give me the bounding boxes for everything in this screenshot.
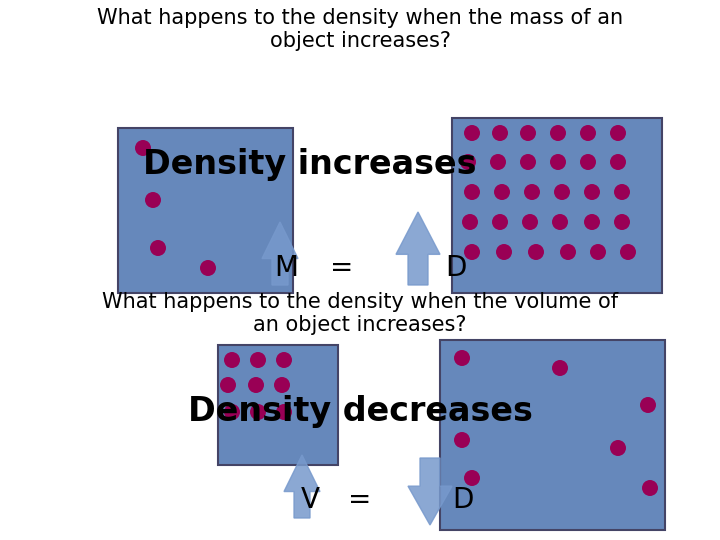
Circle shape	[528, 244, 544, 260]
Circle shape	[145, 192, 161, 208]
Circle shape	[464, 125, 480, 141]
Text: What happens to the density when the volume of
an object increases?: What happens to the density when the vol…	[102, 292, 618, 335]
Text: V: V	[301, 486, 320, 514]
Circle shape	[642, 480, 658, 496]
Circle shape	[552, 360, 568, 376]
Circle shape	[552, 214, 568, 230]
Circle shape	[220, 377, 236, 393]
Circle shape	[590, 244, 606, 260]
Circle shape	[490, 154, 506, 170]
Circle shape	[492, 214, 508, 230]
Circle shape	[496, 244, 512, 260]
Text: Density increases: Density increases	[143, 148, 477, 181]
Bar	[440, 340, 665, 530]
Circle shape	[250, 404, 266, 420]
Circle shape	[464, 184, 480, 200]
Circle shape	[464, 470, 480, 486]
Circle shape	[460, 154, 476, 170]
Circle shape	[248, 377, 264, 393]
Circle shape	[250, 352, 266, 368]
Circle shape	[550, 154, 566, 170]
Circle shape	[524, 184, 540, 200]
Circle shape	[454, 432, 470, 448]
Circle shape	[200, 260, 216, 276]
Circle shape	[494, 184, 510, 200]
Circle shape	[620, 244, 636, 260]
Circle shape	[454, 350, 470, 366]
Circle shape	[462, 214, 478, 230]
Circle shape	[520, 154, 536, 170]
Circle shape	[580, 154, 596, 170]
Circle shape	[614, 184, 630, 200]
Circle shape	[135, 140, 151, 156]
Bar	[118, 128, 293, 293]
Circle shape	[224, 352, 240, 368]
Text: What happens to the density when the mass of an
object increases?: What happens to the density when the mas…	[97, 8, 623, 51]
Text: =: =	[348, 486, 372, 514]
Text: M: M	[274, 254, 298, 282]
Bar	[218, 345, 338, 465]
Circle shape	[610, 125, 626, 141]
Text: =: =	[330, 254, 354, 282]
Circle shape	[610, 154, 626, 170]
Circle shape	[522, 214, 538, 230]
Circle shape	[150, 240, 166, 256]
Circle shape	[610, 440, 626, 456]
Circle shape	[550, 125, 566, 141]
Circle shape	[614, 214, 630, 230]
Polygon shape	[408, 458, 452, 525]
Polygon shape	[284, 455, 320, 518]
Circle shape	[464, 244, 480, 260]
Polygon shape	[396, 212, 440, 285]
Circle shape	[274, 377, 290, 393]
Circle shape	[580, 125, 596, 141]
Circle shape	[584, 184, 600, 200]
Bar	[452, 118, 662, 293]
Circle shape	[276, 352, 292, 368]
Circle shape	[640, 397, 656, 413]
Circle shape	[224, 404, 240, 420]
Text: D: D	[445, 254, 467, 282]
Circle shape	[276, 404, 292, 420]
Polygon shape	[262, 222, 298, 285]
Circle shape	[560, 244, 576, 260]
Circle shape	[554, 184, 570, 200]
Text: Density decreases: Density decreases	[188, 395, 532, 428]
Circle shape	[584, 214, 600, 230]
Circle shape	[492, 125, 508, 141]
Circle shape	[520, 125, 536, 141]
Text: D: D	[452, 486, 473, 514]
